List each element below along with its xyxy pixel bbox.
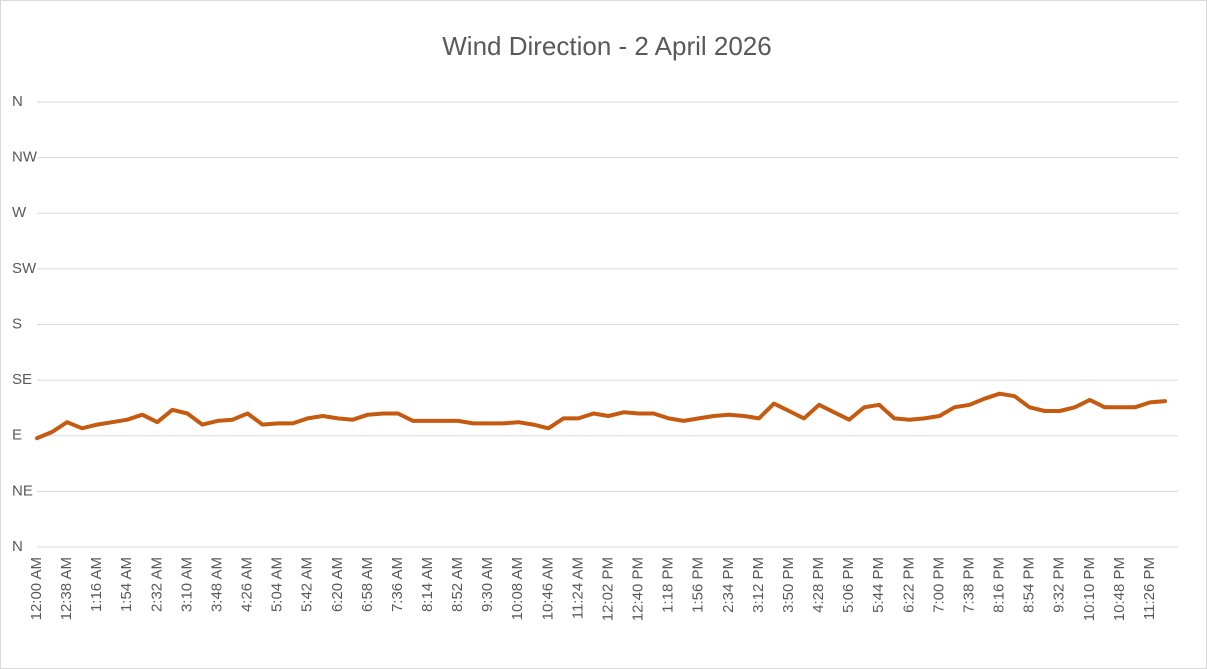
x-tick-label: 1:54 AM <box>118 557 135 612</box>
x-tick-label: 9:30 AM <box>479 557 496 612</box>
y-tick-label: N <box>12 93 23 110</box>
x-tick-label: 7:00 PM <box>930 557 947 613</box>
x-tick-label: 3:48 AM <box>208 557 225 612</box>
y-tick-label: N <box>12 538 23 555</box>
x-tick-label: 10:48 PM <box>1111 557 1128 621</box>
y-tick-label: NE <box>12 482 33 499</box>
x-tick-label: 10:46 AM <box>539 557 556 620</box>
x-tick-label: 7:38 PM <box>960 557 977 613</box>
x-tick-label: 1:16 AM <box>88 557 105 612</box>
x-tick-label: 10:08 AM <box>509 557 526 620</box>
data-line <box>35 391 1167 441</box>
x-tick-label: 5:42 AM <box>299 557 316 612</box>
x-tick-label: 11:26 PM <box>1141 557 1158 620</box>
chart-title: Wind Direction - 2 April 2026 <box>442 31 771 61</box>
x-tick-label: 8:16 PM <box>991 557 1008 613</box>
x-tick-label: 5:44 PM <box>870 557 887 613</box>
x-tick-label: 1:56 PM <box>690 557 707 613</box>
x-tick-label: 1:18 PM <box>660 557 677 613</box>
x-tick-label: 6:58 AM <box>359 557 376 612</box>
x-tick-label: 8:52 AM <box>449 557 466 612</box>
y-tick-label: SW <box>12 260 37 277</box>
x-tick-label: 12:00 AM <box>28 557 45 620</box>
x-tick-label: 3:50 PM <box>780 557 797 613</box>
x-tick-label: 3:12 PM <box>750 557 767 613</box>
x-tick-label: 8:54 PM <box>1021 557 1038 613</box>
y-tick-label: W <box>12 204 27 221</box>
x-tick-label: 9:32 PM <box>1051 557 1068 613</box>
x-tick-label: 12:02 PM <box>599 557 616 621</box>
x-tick-label: 5:04 AM <box>269 557 286 612</box>
x-tick-label: 4:28 PM <box>810 557 827 613</box>
x-tick-label: 2:34 PM <box>720 557 737 613</box>
x-tick-label: 11:24 AM <box>569 557 586 619</box>
x-tick-label: 4:26 AM <box>239 557 256 612</box>
x-tick-label: 5:06 PM <box>840 557 857 613</box>
y-tick-label: S <box>12 315 22 332</box>
x-tick-label: 2:32 AM <box>148 557 165 612</box>
x-tick-label: 6:20 AM <box>329 557 346 612</box>
x-tick-label: 3:10 AM <box>178 557 195 612</box>
y-tick-label: NW <box>12 149 38 166</box>
x-tick-label: 8:14 AM <box>419 557 436 612</box>
x-tick-label: 12:40 PM <box>630 557 647 621</box>
x-tick-label: 10:10 PM <box>1081 557 1098 621</box>
y-tick-label: E <box>12 427 22 444</box>
x-tick-label: 7:36 AM <box>389 557 406 612</box>
y-tick-label: SE <box>12 371 32 388</box>
x-tick-label: 12:38 AM <box>58 557 75 620</box>
x-tick-label: 6:22 PM <box>900 557 917 613</box>
